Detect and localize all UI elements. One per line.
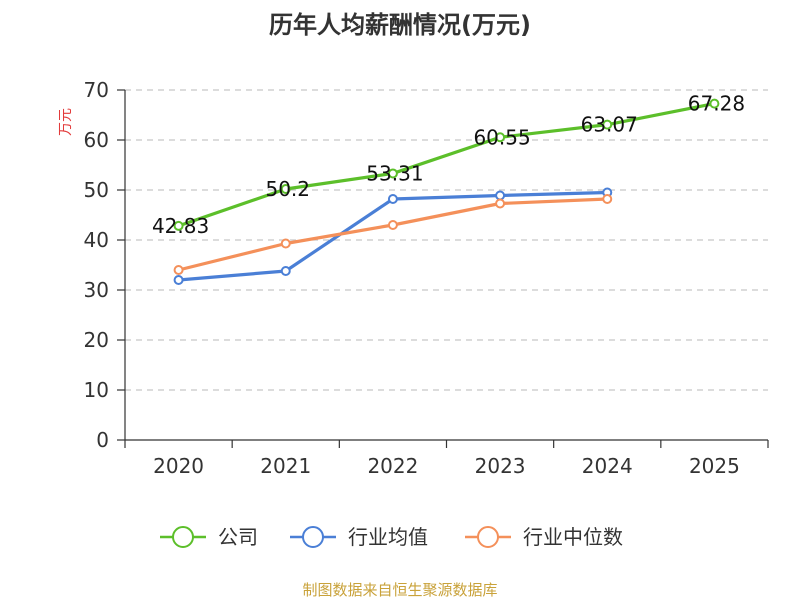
data-label: 60.55: [473, 125, 530, 149]
y-tick-label: 30: [84, 278, 109, 302]
data-point: [495, 198, 506, 209]
y-tick-label: 60: [84, 128, 109, 152]
y-tick-label: 0: [96, 428, 109, 452]
x-tick-label: 2022: [367, 454, 418, 478]
data-label: 50.2: [265, 177, 310, 201]
data-point: [387, 194, 398, 204]
data-label: 67.28: [688, 92, 745, 116]
x-tick-label: 2025: [689, 454, 740, 478]
legend-label: 行业均值: [348, 525, 428, 549]
series-line-0: [178, 102, 715, 228]
data-point: [602, 194, 613, 204]
y-tick-label: 20: [84, 328, 109, 352]
y-tick-label: 50: [84, 178, 109, 202]
data-label: 42.83: [152, 214, 209, 238]
data-point: [173, 265, 184, 275]
legend: 公司 行业均值 行业中位数: [160, 525, 623, 549]
legend-item-1[interactable]: 行业均值: [290, 525, 428, 549]
y-axis-label: 万元: [58, 108, 74, 136]
legend-item-0[interactable]: 公司: [160, 525, 258, 549]
data-point: [280, 238, 291, 249]
data-point: [709, 98, 720, 109]
data-point: [280, 184, 291, 194]
data-point: [387, 168, 398, 179]
data-point: [173, 220, 184, 231]
x-tick-label: 2021: [260, 454, 311, 478]
gridlines: [125, 89, 768, 391]
data-label: 53.31: [366, 161, 423, 185]
legend-marker: [172, 526, 194, 548]
data-point: [602, 119, 613, 130]
legend-marker: [477, 526, 499, 548]
legend-item-2[interactable]: 行业中位数: [465, 525, 623, 549]
data-point: [495, 190, 506, 201]
series-lines: [173, 98, 720, 285]
axes: 0 10 20 30 40 50 60 70 2020 2021 2022 2023 2024 2025: [84, 78, 769, 478]
series-line-1: [178, 190, 608, 282]
y-tick-label: 40: [84, 228, 109, 252]
data-point: [280, 266, 291, 276]
x-tick-label: 2023: [475, 454, 526, 478]
legend-marker: [302, 526, 324, 548]
series-line-2: [178, 197, 608, 272]
legend-label: 行业中位数: [523, 525, 623, 549]
y-tick-label: 70: [84, 78, 109, 102]
y-tick-label: 10: [84, 378, 109, 402]
x-tick-label: 2020: [153, 454, 204, 478]
chart-title: 历年人均薪酬情况(万元): [269, 11, 531, 39]
source-note: 制图数据来自恒生聚源数据库: [302, 581, 497, 599]
data-point: [173, 275, 184, 285]
x-tick-label: 2024: [582, 454, 633, 478]
data-labels: 42.83 50.2 53.31 60.55 63.07 67.28: [152, 92, 745, 238]
legend-label: 公司: [218, 525, 258, 549]
data-label: 63.07: [581, 113, 638, 137]
data-point: [495, 132, 506, 143]
data-point: [387, 220, 398, 230]
